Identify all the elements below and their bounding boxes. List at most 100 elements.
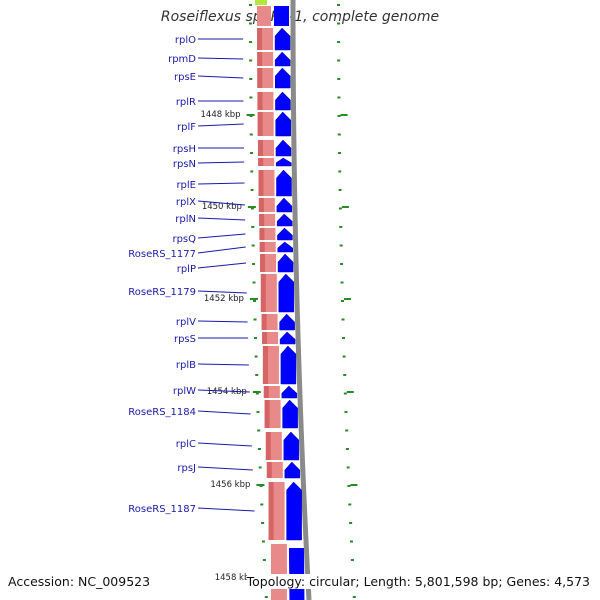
gene-label[interactable]: rplO — [175, 35, 196, 46]
cds-arrow — [276, 197, 293, 213]
gc-tick — [338, 152, 342, 154]
gene-segment-shade — [262, 346, 268, 384]
gene-label[interactable]: rplR — [176, 97, 196, 108]
cds-arrow — [276, 169, 292, 197]
gene-label[interactable]: RoseRS_1177 — [128, 249, 196, 260]
gc-tick — [257, 429, 261, 432]
cds-arrow — [277, 253, 294, 273]
gc-tick — [340, 281, 344, 284]
gc-tick — [345, 429, 349, 432]
gene-segment-shade — [266, 462, 272, 478]
gene-leader-line — [197, 182, 245, 185]
gc-tick — [252, 263, 256, 265]
gc-tick — [338, 189, 342, 191]
gene-label[interactable]: RoseRS_1187 — [128, 504, 196, 515]
gc-tick — [252, 281, 256, 284]
cds-arrow — [274, 51, 291, 67]
gene-segment-shade — [257, 112, 263, 136]
gene-label[interactable]: rplC — [176, 439, 196, 450]
gene-leader-line — [197, 123, 244, 127]
gc-tick — [254, 337, 258, 339]
cds-arrow — [275, 91, 291, 111]
gene-segment-shade — [259, 214, 265, 226]
gc-tick — [337, 78, 341, 80]
gene-label[interactable]: rplX — [176, 197, 196, 208]
gc-tick — [343, 392, 347, 395]
gc-tick — [339, 244, 343, 247]
gene-track — [257, 6, 287, 600]
gene-label[interactable]: rplN — [175, 214, 196, 225]
gene-segment-shade — [258, 170, 264, 196]
gene-label[interactable]: rpsS — [174, 334, 196, 345]
gc-tick — [337, 4, 341, 6]
scale-tick — [247, 206, 256, 208]
gene-label[interactable]: rpsN — [173, 159, 196, 170]
gene-leader-line — [197, 290, 247, 294]
gene-label[interactable]: rplB — [176, 360, 196, 371]
gc-tick — [255, 374, 259, 376]
gc-tick — [342, 337, 346, 339]
scale-tick — [256, 484, 265, 486]
gene-label[interactable]: rpsJ — [177, 463, 196, 474]
scale-tick — [340, 114, 348, 116]
gene-leader-line — [197, 262, 247, 269]
cds-arrow — [274, 27, 291, 51]
gene-segment-shade — [265, 432, 271, 460]
gene-leader-line — [197, 217, 246, 221]
gc-tick — [249, 41, 253, 43]
gc-tick — [253, 300, 256, 302]
gene-label[interactable]: rpsQ — [172, 234, 196, 245]
gene-segment-shade — [258, 158, 264, 166]
gene-label[interactable]: rpsE — [174, 72, 196, 83]
gene-label[interactable]: rplW — [173, 386, 196, 397]
gene-label[interactable]: RoseRS_1179 — [128, 287, 196, 298]
scale-tick — [350, 484, 358, 486]
gc-tick — [337, 41, 341, 43]
gene-segment — [270, 544, 287, 600]
gene-label[interactable]: rplF — [177, 122, 196, 133]
cds-arrow — [283, 431, 300, 461]
gc-tick — [250, 152, 254, 154]
gc-tick — [344, 411, 348, 413]
backbone-track — [290, 0, 312, 600]
gene-segment — [258, 158, 275, 166]
genome-summary-text: Topology: circular; Length: 5,801,598 bp… — [246, 574, 590, 589]
gc-tick — [345, 448, 349, 450]
gene-leader-line — [197, 442, 252, 447]
gc-tick — [339, 226, 343, 228]
gc-tick — [349, 522, 353, 524]
cds-arrow — [278, 273, 295, 313]
gc-tick — [261, 540, 265, 543]
gene-label[interactable]: rplP — [177, 264, 196, 275]
gene-label[interactable]: rplE — [176, 180, 196, 191]
gene-segment-shade — [261, 314, 267, 330]
gene-segment-shade — [258, 198, 264, 212]
gc-tick — [260, 503, 264, 506]
gene-label[interactable]: RoseRS_1184 — [128, 407, 196, 418]
gene-label[interactable]: rplV — [176, 317, 196, 328]
gc-tick — [337, 96, 341, 99]
gene-label[interactable]: rpmD — [168, 54, 196, 65]
scale-tick — [346, 391, 354, 393]
cds-arrow — [274, 6, 289, 26]
gc-tick — [348, 503, 352, 506]
gc-tick — [338, 170, 342, 173]
gene-label[interactable]: rpsH — [173, 144, 196, 155]
gene-leader-line — [197, 466, 253, 471]
cds-arrow — [277, 241, 293, 253]
gene-labels: rplO rpmD rpsE rplR rplF rpsH rpsN rplE rplX rplN… — [128, 35, 255, 515]
gc-tick — [337, 133, 341, 136]
gc-tick — [250, 207, 254, 210]
gc-tick — [352, 596, 356, 598]
scale-tick — [249, 298, 258, 300]
gc-tick — [255, 392, 259, 395]
scale-label: 1458 kbp — [215, 573, 255, 583]
cds-arrow — [275, 67, 291, 89]
gc-tick — [254, 355, 258, 358]
gc-tick — [342, 355, 346, 358]
gene-segment-shade — [257, 28, 263, 50]
gc-tick — [249, 78, 253, 80]
accession-text: Accession: NC_009523 — [8, 574, 151, 589]
gc-tick — [251, 244, 255, 247]
